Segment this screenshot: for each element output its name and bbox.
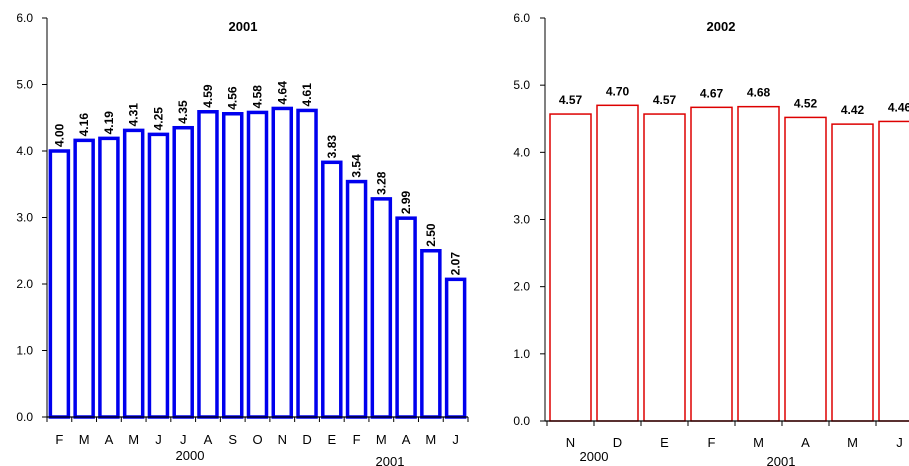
left-x-category-label: M xyxy=(128,432,139,447)
left-x-category-label: O xyxy=(252,432,262,447)
right-bar xyxy=(831,123,874,422)
left-y-tick-label: 5.0 xyxy=(16,78,33,92)
right-y-tick-label: 6.0 xyxy=(513,11,530,25)
left-bar xyxy=(147,132,170,419)
right-year-label-2000: 2000 xyxy=(580,449,609,464)
left-data-label: 4.58 xyxy=(251,85,265,109)
right-bar xyxy=(737,105,780,422)
left-x-category-label: A xyxy=(402,432,411,447)
right-data-label: 4.52 xyxy=(794,96,818,110)
left-data-label: 4.25 xyxy=(151,107,165,131)
left-x-category-label: J xyxy=(452,432,459,447)
left-x-category-label: N xyxy=(278,432,287,447)
left-bar xyxy=(395,216,417,419)
left-bar xyxy=(98,136,120,419)
right-year-label-2001: 2001 xyxy=(767,454,796,466)
right-x-category-label: D xyxy=(613,435,622,450)
left-bar xyxy=(48,149,71,419)
left-x-category-label: J xyxy=(155,432,162,447)
right-y-tick-label: 1.0 xyxy=(513,347,530,361)
left-bar xyxy=(172,125,194,419)
left-year-label-2001: 2001 xyxy=(376,454,405,466)
left-x-category-label: A xyxy=(105,432,114,447)
left-data-label: 4.56 xyxy=(226,86,240,110)
left-bar xyxy=(345,179,368,419)
right-y-tick-label: 4.0 xyxy=(513,145,530,159)
right-y-tick-label: 3.0 xyxy=(513,213,530,227)
left-data-label: 3.83 xyxy=(325,135,339,159)
left-y-tick-label: 4.0 xyxy=(16,144,33,158)
left-bar xyxy=(122,128,145,419)
left-y-tick-label: 6.0 xyxy=(16,11,33,25)
left-bar xyxy=(444,277,467,419)
right-bar xyxy=(596,104,639,422)
right-data-label: 4.70 xyxy=(606,84,630,98)
left-bar-chart: 2001 2000 2001 0.0 1.0 2.0 3.0 4.0 5.0 6.0 4.00… xyxy=(16,11,469,466)
right-data-label: 4.57 xyxy=(653,93,677,107)
left-x-category-label: M xyxy=(79,432,90,447)
right-x-category-label: E xyxy=(660,435,669,450)
left-x-category-label: E xyxy=(327,432,336,447)
left-chart-title: 2001 xyxy=(229,19,258,34)
right-data-label: 4.68 xyxy=(747,86,771,100)
right-x-category-label: M xyxy=(847,435,858,450)
left-x-category-label: A xyxy=(204,432,213,447)
right-y-tick-label: 0.0 xyxy=(513,414,530,428)
right-bar xyxy=(643,113,686,422)
left-bar xyxy=(221,112,244,419)
right-bar xyxy=(690,106,733,422)
left-data-label: 3.28 xyxy=(374,171,388,195)
left-y-tick-label: 0.0 xyxy=(16,410,33,424)
left-data-label: 4.31 xyxy=(127,103,141,127)
right-x-category-label: N xyxy=(566,435,575,450)
left-x-category-label: F xyxy=(55,432,63,447)
left-data-label: 3.54 xyxy=(350,154,364,178)
left-data-label: 4.61 xyxy=(300,83,314,107)
right-x-category-label: A xyxy=(801,435,810,450)
right-x-category-label: F xyxy=(708,435,716,450)
left-data-label: 4.64 xyxy=(275,81,289,105)
right-data-label: 4.42 xyxy=(841,103,865,117)
left-data-label: 4.59 xyxy=(201,84,215,108)
left-bar xyxy=(271,106,294,419)
left-y-tick-label: 3.0 xyxy=(16,211,33,225)
left-bar xyxy=(420,249,442,419)
left-bar xyxy=(197,110,219,419)
right-chart-title: 2002 xyxy=(707,19,736,34)
right-bar xyxy=(878,120,909,422)
left-data-label: 4.16 xyxy=(77,113,91,137)
left-bar xyxy=(246,110,269,419)
left-bar xyxy=(321,160,343,419)
right-x-category-label: J xyxy=(896,435,903,450)
left-data-label: 2.07 xyxy=(449,252,463,276)
left-data-label: 4.00 xyxy=(52,123,66,147)
right-data-label: 4.46 xyxy=(888,100,909,114)
left-y-tick-label: 1.0 xyxy=(16,344,33,358)
left-x-category-label: M xyxy=(376,432,387,447)
left-x-category-label: F xyxy=(353,432,361,447)
left-data-label: 4.35 xyxy=(176,100,190,124)
right-bar xyxy=(549,113,592,422)
right-y-tick-label: 2.0 xyxy=(513,280,530,294)
left-bar xyxy=(73,138,95,419)
right-y-tick-label: 5.0 xyxy=(513,78,530,92)
right-bar-chart: 2002 2000 2001 0.0 1.0 2.0 3.0 4.0 5.0 6.0 4.57… xyxy=(513,11,909,466)
right-x-category-label: M xyxy=(753,435,764,450)
left-data-label: 2.99 xyxy=(399,190,413,214)
left-bar xyxy=(370,197,393,419)
left-y-tick-label: 2.0 xyxy=(16,277,33,291)
left-data-label: 2.50 xyxy=(424,223,438,247)
left-x-category-label: M xyxy=(425,432,436,447)
left-bar xyxy=(296,108,318,419)
right-bar xyxy=(784,116,827,422)
right-data-label: 4.57 xyxy=(559,93,583,107)
left-x-category-label: J xyxy=(180,432,187,447)
left-year-label-2000: 2000 xyxy=(176,448,205,463)
left-data-label: 4.19 xyxy=(102,111,116,135)
left-x-category-label: S xyxy=(228,432,237,447)
right-data-label: 4.67 xyxy=(700,86,724,100)
left-x-category-label: D xyxy=(302,432,311,447)
